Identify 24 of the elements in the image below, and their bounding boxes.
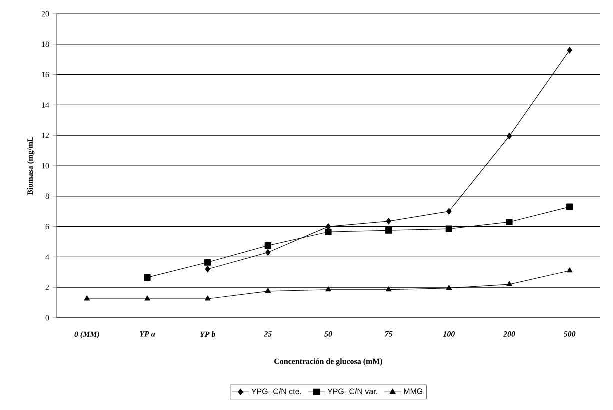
point <box>204 296 211 301</box>
point <box>204 259 212 266</box>
point <box>264 242 272 250</box>
point <box>446 208 452 215</box>
point <box>144 274 151 282</box>
point <box>566 268 573 273</box>
point <box>325 228 332 236</box>
point <box>506 218 513 226</box>
point <box>386 218 392 225</box>
point <box>326 224 332 230</box>
point <box>386 286 392 292</box>
point <box>446 285 452 290</box>
point <box>266 249 271 256</box>
point <box>567 47 572 54</box>
point <box>84 296 90 301</box>
point <box>144 296 150 301</box>
point <box>506 133 512 140</box>
point <box>506 281 512 286</box>
point <box>386 227 392 234</box>
point <box>566 204 574 210</box>
point <box>326 286 332 292</box>
point <box>446 226 452 232</box>
point <box>205 266 210 273</box>
point <box>265 288 272 294</box>
